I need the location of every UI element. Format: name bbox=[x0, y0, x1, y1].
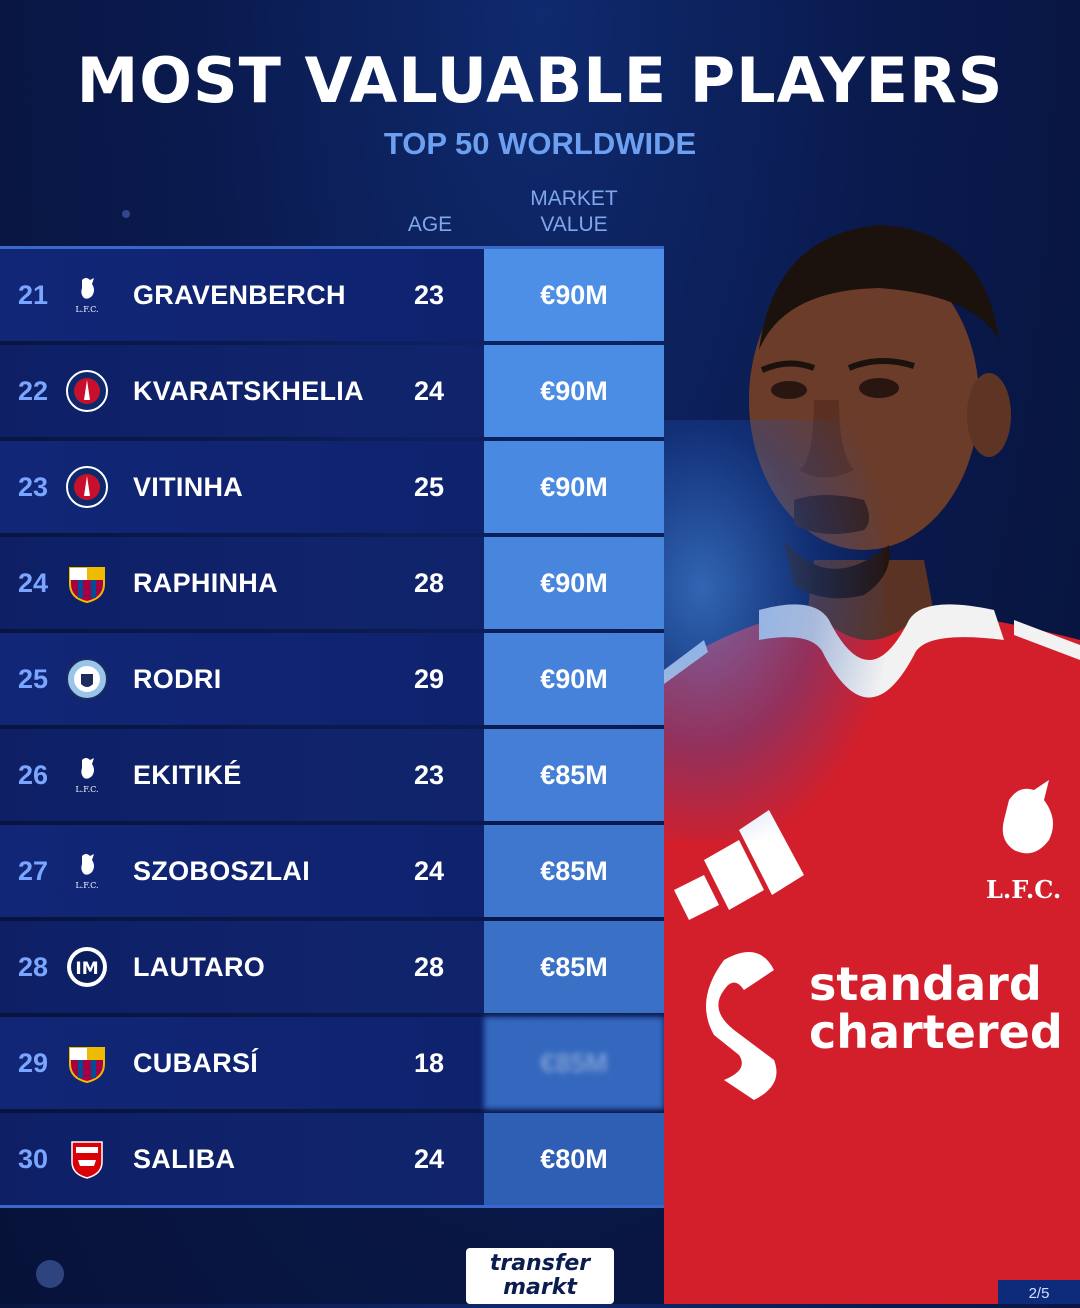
row-market-value: €90M bbox=[484, 441, 664, 533]
table-row: 29 CUBARSÍ 18 €85M bbox=[0, 1017, 664, 1109]
row-age: 24 bbox=[413, 1144, 445, 1174]
globe-graphic bbox=[664, 420, 884, 840]
row-player-name: LAUTARO bbox=[133, 952, 266, 982]
row-rank: 23 bbox=[18, 472, 49, 502]
row-rank: 25 bbox=[18, 664, 49, 694]
column-header-market-line2: VALUE bbox=[540, 213, 608, 236]
row-market-value: €85M bbox=[484, 921, 664, 1013]
row-rank: 30 bbox=[18, 1144, 49, 1174]
row-rank: 26 bbox=[18, 760, 49, 790]
liverpool-crest-icon: L.F.C. bbox=[66, 754, 108, 796]
man-city-crest-icon bbox=[66, 658, 108, 700]
table-bottom-divider bbox=[0, 1205, 664, 1208]
table-top-divider bbox=[0, 246, 664, 249]
barcelona-crest-icon bbox=[66, 1042, 108, 1084]
row-rank: 21 bbox=[18, 280, 49, 310]
column-header-age: AGE bbox=[407, 213, 453, 236]
decorative-dot bbox=[122, 210, 130, 218]
arsenal-crest-icon bbox=[66, 1138, 108, 1180]
row-market-value: €90M bbox=[484, 537, 664, 629]
table-row: 25 RODRI 29 €90M bbox=[0, 633, 664, 725]
row-rank: 29 bbox=[18, 1048, 49, 1078]
jersey-club-initials: L.F.C. bbox=[986, 875, 1062, 904]
table-row: 27 L.F.C. SZOBOSZLAI 24 €85M bbox=[0, 825, 664, 917]
row-age: 25 bbox=[413, 472, 445, 502]
table-row: 30 SALIBA 24 €80M bbox=[0, 1113, 664, 1205]
row-player-name: CUBARSÍ bbox=[133, 1048, 259, 1078]
decorative-dot bbox=[36, 1260, 64, 1288]
row-rank: 22 bbox=[18, 376, 49, 406]
logo-line2: markt bbox=[503, 1275, 577, 1300]
row-age: 28 bbox=[413, 952, 445, 982]
transfermarkt-logo: transfer markt bbox=[466, 1248, 614, 1304]
svg-text:IM: IM bbox=[75, 959, 98, 979]
row-market-value: €85M bbox=[484, 825, 664, 917]
row-player-name: VITINHA bbox=[133, 472, 244, 502]
row-age: 18 bbox=[413, 1048, 445, 1078]
svg-text:L.F.C.: L.F.C. bbox=[75, 305, 98, 314]
table-row: 21 L.F.C. GRAVENBERCH 23 €90M bbox=[0, 249, 664, 341]
psg-crest-icon bbox=[66, 370, 108, 412]
row-rank: 24 bbox=[18, 568, 49, 598]
table-row: 28 IM LAUTARO 28 €85M bbox=[0, 921, 664, 1013]
players-table: 21 L.F.C. GRAVENBERCH 23 €90M 22 KVARATSKHELIA… bbox=[0, 249, 664, 1209]
jersey-sponsor-line1: standard bbox=[809, 957, 1042, 1011]
row-age: 23 bbox=[413, 760, 445, 790]
svg-text:L.F.C.: L.F.C. bbox=[75, 881, 98, 890]
row-market-value: €90M bbox=[484, 249, 664, 341]
row-market-value: €90M bbox=[484, 633, 664, 725]
column-header-market-value: MARKET VALUE bbox=[484, 186, 664, 238]
row-age: 24 bbox=[413, 856, 445, 886]
liverpool-crest-icon: L.F.C. bbox=[66, 274, 108, 316]
table-row: 26 L.F.C. EKITIKÉ 23 €85M bbox=[0, 729, 664, 821]
row-age: 28 bbox=[413, 568, 445, 598]
column-header-market-line1: MARKET bbox=[530, 187, 618, 210]
row-player-name: SZOBOSZLAI bbox=[133, 856, 310, 886]
row-rank: 27 bbox=[18, 856, 49, 886]
page-subtitle: TOP 50 WORLDWIDE bbox=[383, 126, 697, 161]
liverpool-crest-icon: L.F.C. bbox=[66, 850, 108, 892]
row-age: 24 bbox=[413, 376, 445, 406]
row-player-name: EKITIKÉ bbox=[133, 760, 242, 790]
row-market-value: €85M bbox=[484, 729, 664, 821]
table-row: 22 KVARATSKHELIA 24 €90M bbox=[0, 345, 664, 437]
psg-crest-icon bbox=[66, 466, 108, 508]
row-player-name: RAPHINHA bbox=[133, 568, 278, 598]
svg-text:L.F.C.: L.F.C. bbox=[75, 785, 98, 794]
table-row: 24 RAPHINHA 28 €90M bbox=[0, 537, 664, 629]
barcelona-crest-icon bbox=[66, 562, 108, 604]
row-market-value: €90M bbox=[484, 345, 664, 437]
logo-line1: transfer bbox=[489, 1251, 591, 1276]
row-player-name: GRAVENBERCH bbox=[133, 280, 346, 310]
page-indicator: 2/5 bbox=[998, 1280, 1080, 1304]
player-photo: standard chartered L.F.C. bbox=[664, 200, 1080, 1304]
row-age: 23 bbox=[413, 280, 445, 310]
table-row: 23 VITINHA 25 €90M bbox=[0, 441, 664, 533]
row-market-value: €85M bbox=[484, 1017, 664, 1109]
row-market-value: €80M bbox=[484, 1113, 664, 1205]
jersey-sponsor: standard chartered bbox=[809, 960, 1063, 1056]
jersey-sponsor-line2: chartered bbox=[809, 1005, 1063, 1059]
page-title: MOST VALUABLE PLAYERS bbox=[76, 44, 1004, 117]
inter-crest-icon: IM bbox=[66, 946, 108, 988]
row-player-name: SALIBA bbox=[133, 1144, 236, 1174]
row-player-name: KVARATSKHELIA bbox=[133, 376, 364, 406]
row-rank: 28 bbox=[18, 952, 49, 982]
row-player-name: RODRI bbox=[133, 664, 222, 694]
row-age: 29 bbox=[413, 664, 445, 694]
